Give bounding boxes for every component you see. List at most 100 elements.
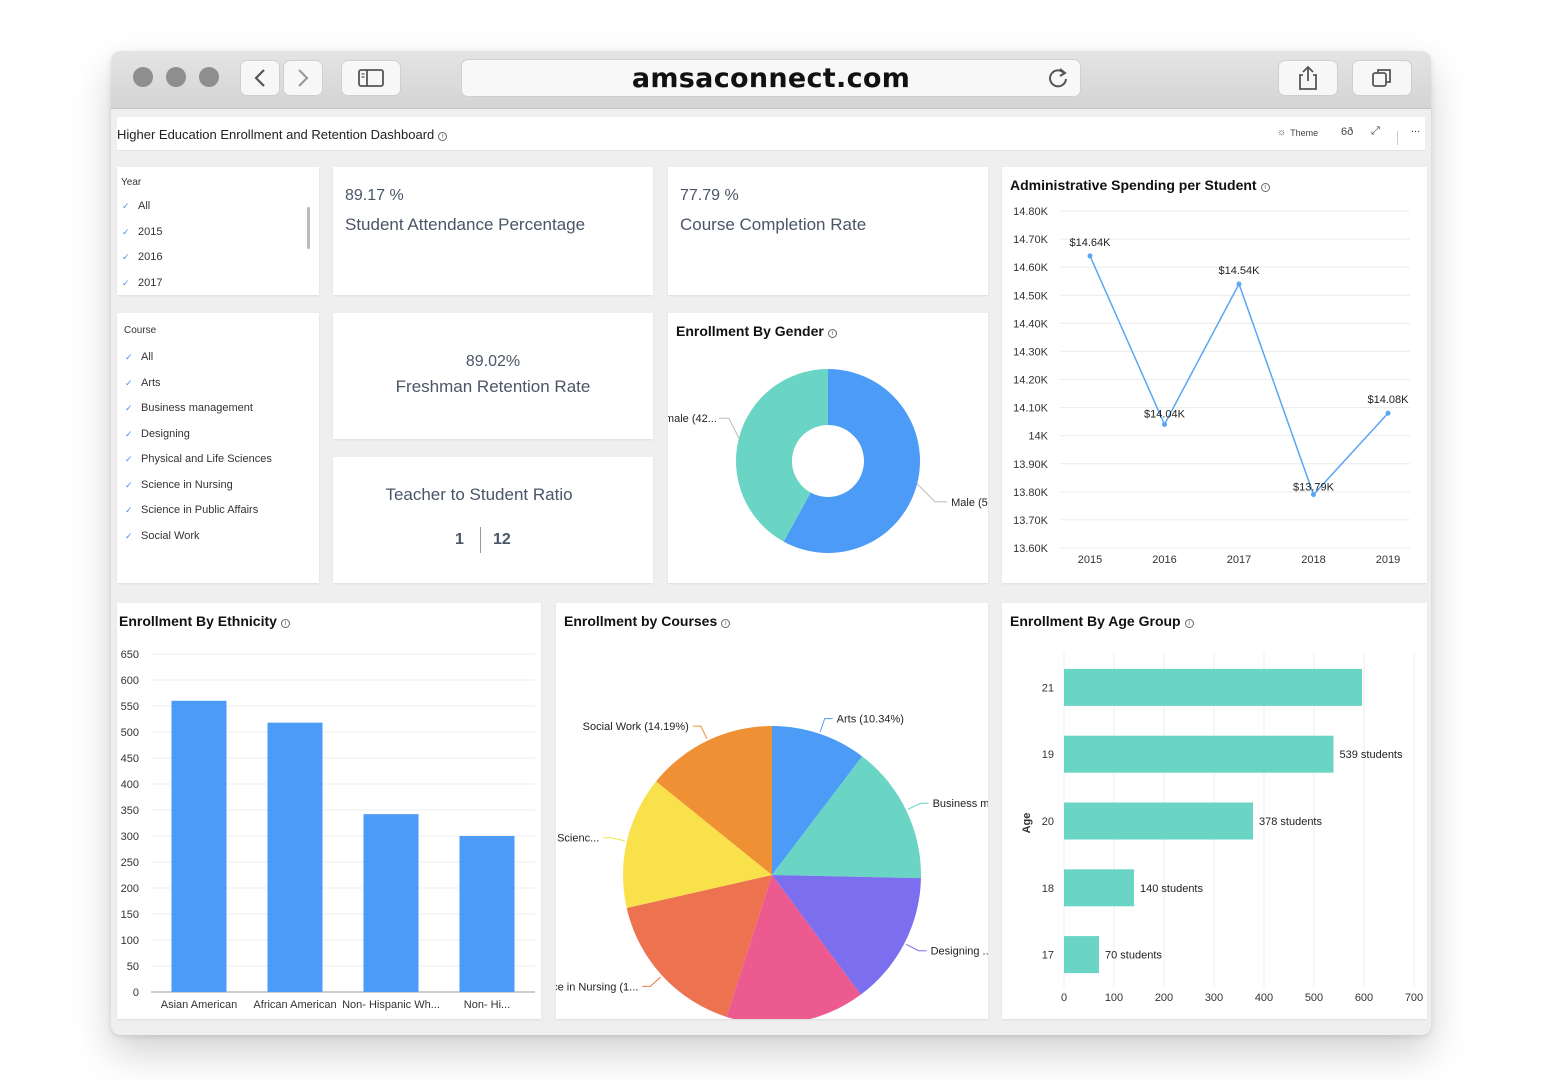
checkbox-checked-icon[interactable]: ✓ xyxy=(125,377,133,388)
reload-icon[interactable] xyxy=(1046,66,1070,90)
course-filter-item[interactable]: ✓ Arts xyxy=(125,377,161,389)
courses-chart-title: Enrollment by Courses i xyxy=(564,613,731,629)
pie-slice[interactable] xyxy=(626,875,772,1017)
bar[interactable] xyxy=(1064,735,1334,773)
more-options-button[interactable]: ... xyxy=(1411,123,1421,135)
bar[interactable] xyxy=(1064,802,1253,840)
x-tick-label: 0 xyxy=(1061,992,1067,1004)
sidebar-toggle-button[interactable] xyxy=(341,60,401,96)
data-point[interactable] xyxy=(1385,410,1391,416)
course-filter-item[interactable]: ✓ Business management xyxy=(125,402,253,414)
course-filter-item[interactable]: ✓ Designing xyxy=(125,428,190,440)
info-icon[interactable]: i xyxy=(1184,619,1194,628)
course-filter-item-label: Science in Nursing xyxy=(141,478,233,491)
attendance-label: Student Attendance Percentage xyxy=(345,215,586,234)
course-filter-item-label: Business management xyxy=(141,402,253,414)
course-filter-item[interactable]: ✓ All xyxy=(125,351,153,363)
info-icon[interactable]: i xyxy=(827,329,837,338)
theme-button[interactable]: ☼ Theme xyxy=(1277,127,1318,138)
course-filter-item[interactable]: ✓ Physical and Life Sciences xyxy=(125,453,272,465)
pie-slice[interactable] xyxy=(656,726,772,875)
year-filter-card: Year ✓ All ✓ 2015 ✓ 2016 ✓ 2017 xyxy=(117,167,319,295)
slice-label: Scienc... xyxy=(557,833,599,845)
minimize-window-button[interactable] xyxy=(166,67,186,87)
year-filter-item[interactable]: ✓ All xyxy=(122,200,150,212)
course-filter-item[interactable]: ✓ Social Work xyxy=(125,530,199,542)
ratio-divider xyxy=(480,527,481,553)
retention-value: 89.02% xyxy=(465,353,521,370)
checkbox-checked-icon[interactable]: ✓ xyxy=(125,454,133,464)
checkbox-checked-icon[interactable]: ✓ xyxy=(125,403,133,413)
checkbox-checked-icon[interactable]: ✓ xyxy=(122,226,130,237)
data-label: 378 students xyxy=(1259,816,1322,828)
address-bar[interactable]: amsaconnect.com xyxy=(461,59,1081,97)
year-filter-item[interactable]: ✓ 2015 xyxy=(122,226,162,238)
bar[interactable] xyxy=(459,836,515,992)
info-icon[interactable]: i xyxy=(438,132,448,141)
course-filter-card: Course ✓ All ✓ Arts ✓ Business management ✓ Des… xyxy=(117,313,319,583)
y-tick-label: 13.90K xyxy=(1013,459,1049,471)
y-tick-label: 150 xyxy=(121,909,139,921)
expand-icon[interactable]: ⤢ xyxy=(1371,125,1380,137)
back-button[interactable] xyxy=(240,60,280,96)
sun-icon: ☼ xyxy=(1277,127,1287,138)
pie-slice[interactable] xyxy=(772,756,921,879)
y-tick-label: 14.80K xyxy=(1013,206,1049,218)
pie-slice[interactable] xyxy=(623,781,772,908)
y-tick-label: 14.60K xyxy=(1013,262,1049,274)
data-point[interactable] xyxy=(1236,281,1242,287)
course-filter-item-label: Social Work xyxy=(141,529,200,542)
x-tick-label: 700 xyxy=(1405,992,1423,1004)
course-filter-item[interactable]: ✓ Science in Public Affairs xyxy=(125,504,258,516)
forward-button[interactable] xyxy=(283,60,323,96)
course-filter-item[interactable]: ✓ Science in Nursing xyxy=(125,479,233,491)
year-filter-item[interactable]: ✓ 2016 xyxy=(122,251,162,263)
pie-slice[interactable] xyxy=(772,726,863,875)
browser-window: amsaconnect.com Higher Education Enrollm… xyxy=(111,51,1431,1035)
data-point[interactable] xyxy=(1162,421,1167,427)
checkbox-checked-icon[interactable]: ✓ xyxy=(122,252,130,262)
pie-slice[interactable] xyxy=(726,875,861,1019)
info-icon[interactable]: i xyxy=(1260,183,1270,192)
completion-label: Course Completion Rate xyxy=(680,215,867,234)
age-group-chart-card: Enrollment By Age Group i 0 100 200 300 400 50… xyxy=(1002,603,1427,1019)
y-tick-label: 0 xyxy=(133,987,139,999)
bar[interactable] xyxy=(1064,936,1099,974)
data-label: 539 students xyxy=(1340,749,1403,761)
bar[interactable] xyxy=(1064,869,1134,907)
pie-slice[interactable] xyxy=(772,875,921,995)
bar[interactable] xyxy=(171,700,227,992)
bar[interactable] xyxy=(267,722,323,992)
scrollbar[interactable] xyxy=(307,207,310,249)
data-label: $14.54K xyxy=(1219,265,1261,277)
data-point[interactable] xyxy=(1311,492,1316,498)
checkbox-checked-icon[interactable]: ✓ xyxy=(125,479,133,490)
bar[interactable] xyxy=(363,814,419,992)
x-tick-label: Asian American xyxy=(161,999,237,1011)
completion-kpi-card: 77.79 % Course Completion Rate xyxy=(668,167,988,295)
checkbox-checked-icon[interactable]: ✓ xyxy=(122,201,130,211)
data-point[interactable] xyxy=(1087,253,1093,259)
donut-slice[interactable] xyxy=(783,369,921,553)
year-filter-label: Year xyxy=(121,177,142,188)
bar[interactable] xyxy=(1064,668,1362,706)
checkbox-checked-icon[interactable]: ✓ xyxy=(125,428,133,439)
course-filter-item-label: Science in Public Affairs xyxy=(141,504,259,516)
course-filter-item-label: All xyxy=(141,351,154,363)
checkbox-checked-icon[interactable]: ✓ xyxy=(125,505,133,515)
tabs-overview-button[interactable] xyxy=(1352,60,1412,96)
checkbox-checked-icon[interactable]: ✓ xyxy=(125,530,133,541)
gender-chart-title: Enrollment By Gender i xyxy=(676,323,837,339)
glasses-icon[interactable]: 6ð xyxy=(1341,126,1354,138)
year-filter-item[interactable]: ✓ 2017 xyxy=(122,277,162,289)
info-icon[interactable]: i xyxy=(280,619,290,628)
checkbox-checked-icon[interactable]: ✓ xyxy=(125,352,133,362)
donut-slice[interactable] xyxy=(736,369,828,542)
course-filter-item-label: Designing xyxy=(141,427,190,440)
y-axis-title: Age xyxy=(1021,813,1033,834)
checkbox-checked-icon[interactable]: ✓ xyxy=(122,277,130,288)
zoom-window-button[interactable] xyxy=(199,67,219,87)
info-icon[interactable]: i xyxy=(721,619,731,628)
share-button[interactable] xyxy=(1278,60,1338,96)
close-window-button[interactable] xyxy=(133,67,153,87)
